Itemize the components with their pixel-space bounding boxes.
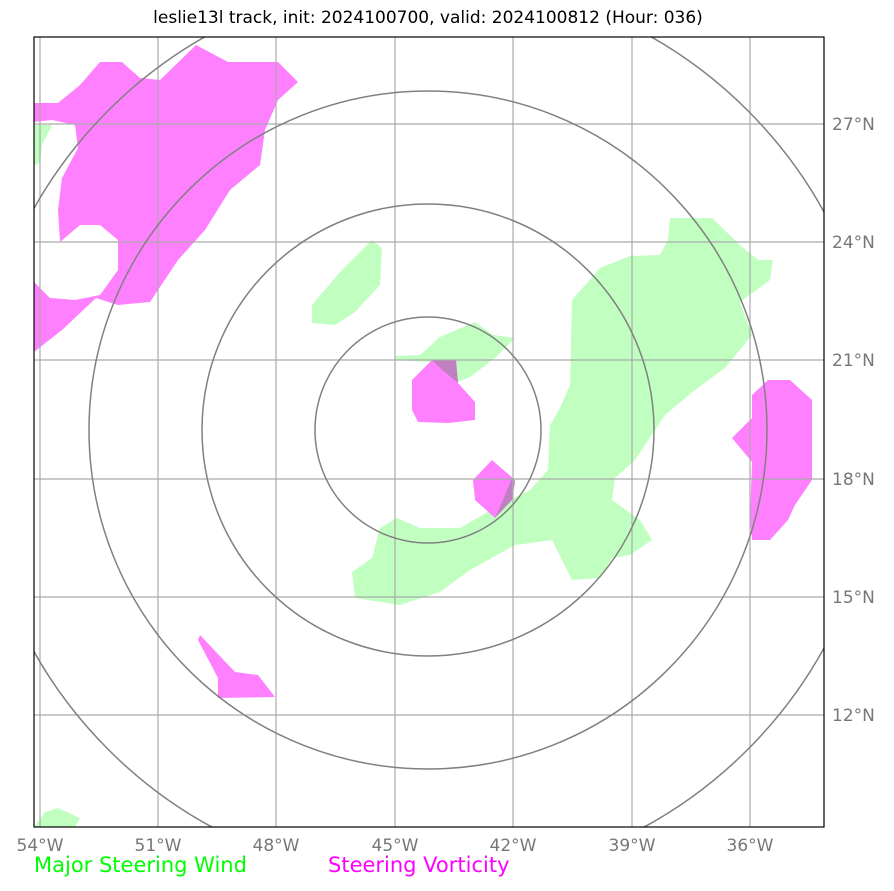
lat-tick-label: 24°N xyxy=(832,233,875,253)
legend-steering-vorticity: Steering Vorticity xyxy=(328,853,510,877)
lat-tick-label: 27°N xyxy=(832,115,875,135)
range-rings xyxy=(34,37,824,827)
lon-tick-label: 42°W xyxy=(490,836,537,856)
lon-tick-label: 54°W xyxy=(17,836,64,856)
lon-tick-label: 45°W xyxy=(372,836,419,856)
legend-steering-wind: Major Steering Wind xyxy=(34,853,247,877)
lat-tick-labels: 27°N 24°N 21°N 18°N 15°N 12°N xyxy=(832,115,875,726)
map-frame xyxy=(33,36,825,828)
vorticity-area-southwest xyxy=(198,635,275,698)
lat-tick-label: 15°N xyxy=(832,588,875,608)
vorticity-area-east xyxy=(732,380,812,540)
lat-tick-label: 21°N xyxy=(832,351,875,371)
range-ring-2 xyxy=(201,203,655,657)
lon-tick-label: 48°W xyxy=(253,836,300,856)
lon-tick-label: 36°W xyxy=(727,836,774,856)
vorticity-area-center xyxy=(412,360,475,423)
wind-area-top-left xyxy=(34,125,52,165)
range-ring-3 xyxy=(88,90,768,770)
vorticity-area-northwest xyxy=(34,45,298,352)
lat-tick-label: 18°N xyxy=(832,470,875,490)
overlap-south xyxy=(495,478,515,518)
wind-area-center-north xyxy=(395,322,515,383)
steering-wind-areas xyxy=(34,125,773,827)
lon-tick-label: 39°W xyxy=(609,836,656,856)
wind-area-main-east xyxy=(352,218,773,605)
lon-tick-labels: 54°W 51°W 48°W 45°W 42°W 39°W 36°W xyxy=(17,836,774,856)
lon-tick-label: 51°W xyxy=(135,836,182,856)
gridlines xyxy=(34,37,824,827)
map-title: leslie13l track, init: 2024100700, valid… xyxy=(153,8,703,28)
lat-tick-label: 12°N xyxy=(832,706,875,726)
overlap-center xyxy=(432,360,458,383)
overlap-areas xyxy=(432,360,515,518)
wind-area-northwest xyxy=(312,240,382,325)
range-ring-1 xyxy=(314,316,542,544)
wind-area-bottom-left xyxy=(34,808,80,827)
